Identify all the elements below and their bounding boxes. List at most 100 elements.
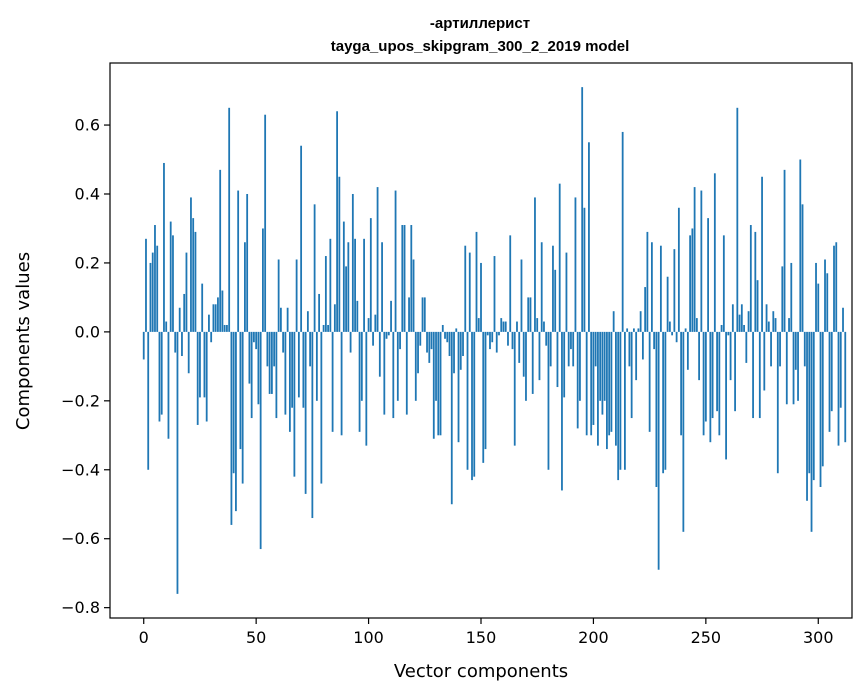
bar [718,331,721,436]
bar [509,235,512,332]
bar [826,273,829,332]
bar [309,331,312,367]
bar [437,331,440,436]
bar [603,331,606,401]
bar [543,321,545,332]
bar [331,331,334,432]
bar [727,331,730,336]
y-axis-ticks: −0.8 −0.6 −0.4 −0.2 0.0 0.2 0.4 0.6 [61,116,110,617]
bar [338,176,341,332]
bar [659,245,662,332]
bar [347,242,350,332]
bar [664,331,667,470]
bar [612,311,615,332]
bar [421,297,424,332]
bar [680,331,683,436]
bar [147,331,150,470]
bar [794,331,797,370]
bar [839,331,842,408]
bar [232,331,235,474]
bar [765,304,768,332]
bar [702,331,705,436]
bar [545,331,548,346]
bar [673,249,676,332]
bar [520,259,523,332]
bar [473,331,476,477]
bar [482,331,485,463]
bar [455,328,458,332]
bar [711,331,714,419]
bar [329,238,332,332]
bar [345,266,347,332]
bar [597,331,599,446]
bar [788,318,790,332]
bar [464,245,467,332]
bar [576,331,579,429]
bar [255,331,258,350]
bar [812,331,815,481]
bar [707,218,709,332]
bar [801,204,804,332]
bar [208,314,210,332]
bar [304,331,307,494]
bar [785,331,788,405]
bar [637,328,640,332]
bar [387,331,390,336]
bar [527,297,530,332]
bar [511,331,514,350]
bar [246,193,249,332]
bar [302,331,305,408]
x-tick-label: 250 [691,628,722,647]
bar [306,311,309,332]
bar [423,297,426,332]
bar [558,183,561,332]
bar [830,331,833,412]
bar [354,238,356,332]
bar [358,331,361,432]
y-tick-label: 0.0 [75,322,100,341]
bar [758,331,761,419]
bar [821,331,824,467]
bar [803,331,806,367]
bar [776,331,779,474]
bar [716,331,718,412]
bar [646,231,649,332]
bar [504,321,507,332]
bar [779,331,781,367]
bar [367,318,370,332]
bar [774,318,777,332]
bar [740,304,743,332]
bar [385,331,388,339]
bar [279,307,282,332]
bar [248,331,251,384]
bar [590,331,593,436]
bar [270,331,273,394]
bar [181,331,183,357]
bar [516,321,518,332]
bar [410,225,413,332]
bar [396,331,399,401]
bar [842,307,844,332]
bar [754,231,757,332]
bar [165,321,168,332]
bar [536,318,539,332]
bar [295,259,298,332]
bar [228,107,231,332]
bar [828,331,831,432]
bar [430,331,433,350]
bar [327,324,329,332]
bar [650,242,653,332]
bar [291,331,294,408]
bar [282,331,285,353]
bar [376,187,379,332]
bar [671,331,674,336]
bar [767,321,770,332]
bar [686,331,689,370]
x-axis-ticks: 0 50 100 150 200 250 300 [139,618,834,647]
bar [401,225,404,332]
bar [606,331,608,450]
bar [399,331,401,350]
bar [507,331,509,346]
bar [372,331,374,346]
y-axis-label: Components values [13,252,34,430]
